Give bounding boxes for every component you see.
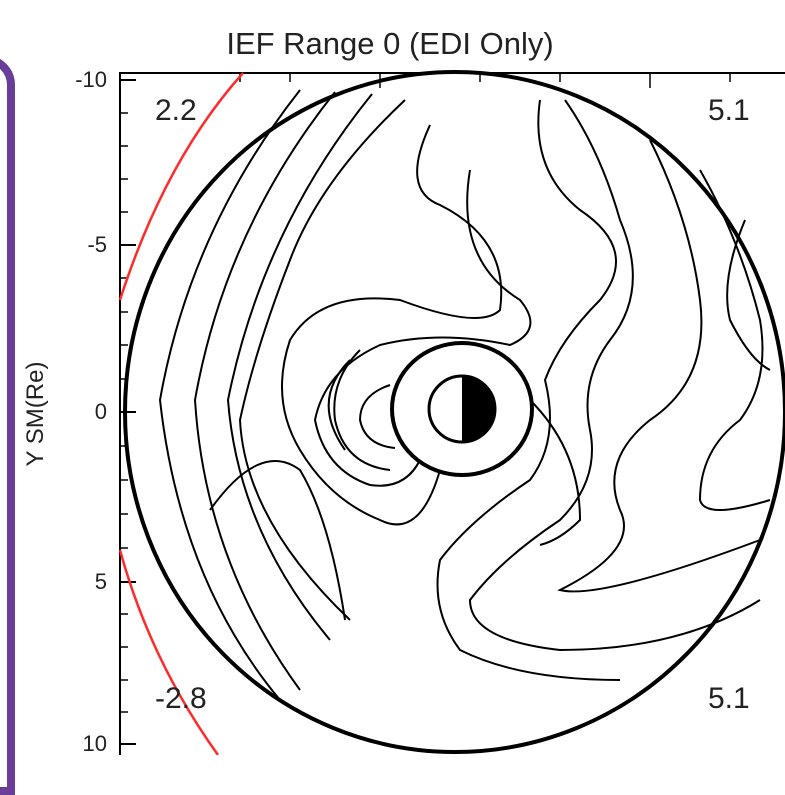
earth-nightside: [462, 376, 495, 442]
contour-lines: [158, 89, 771, 701]
boundary-arc-top: [118, 72, 244, 301]
y-tick-label: -5: [87, 232, 107, 257]
domain-boundary: [123, 70, 785, 754]
corner-value-bottom-left: -2.8: [155, 682, 207, 715]
plot-frame: [119, 72, 785, 755]
y-tick-label: 0: [94, 399, 107, 424]
y-axis-ticks: [120, 79, 136, 745]
contour-plot: [118, 70, 785, 755]
y-tick-label: -10: [75, 67, 107, 92]
y-tick-label: 5: [94, 569, 107, 594]
corner-value-top-right: 5.1: [708, 94, 750, 127]
y-tick-label: 10: [82, 731, 107, 756]
boundary-arc-bottom: [118, 549, 220, 755]
corner-value-bottom-right: 5.1: [708, 682, 750, 715]
corner-value-top-left: 2.2: [155, 94, 197, 127]
chart-title: IEF Range 0 (EDI Only): [226, 26, 554, 61]
